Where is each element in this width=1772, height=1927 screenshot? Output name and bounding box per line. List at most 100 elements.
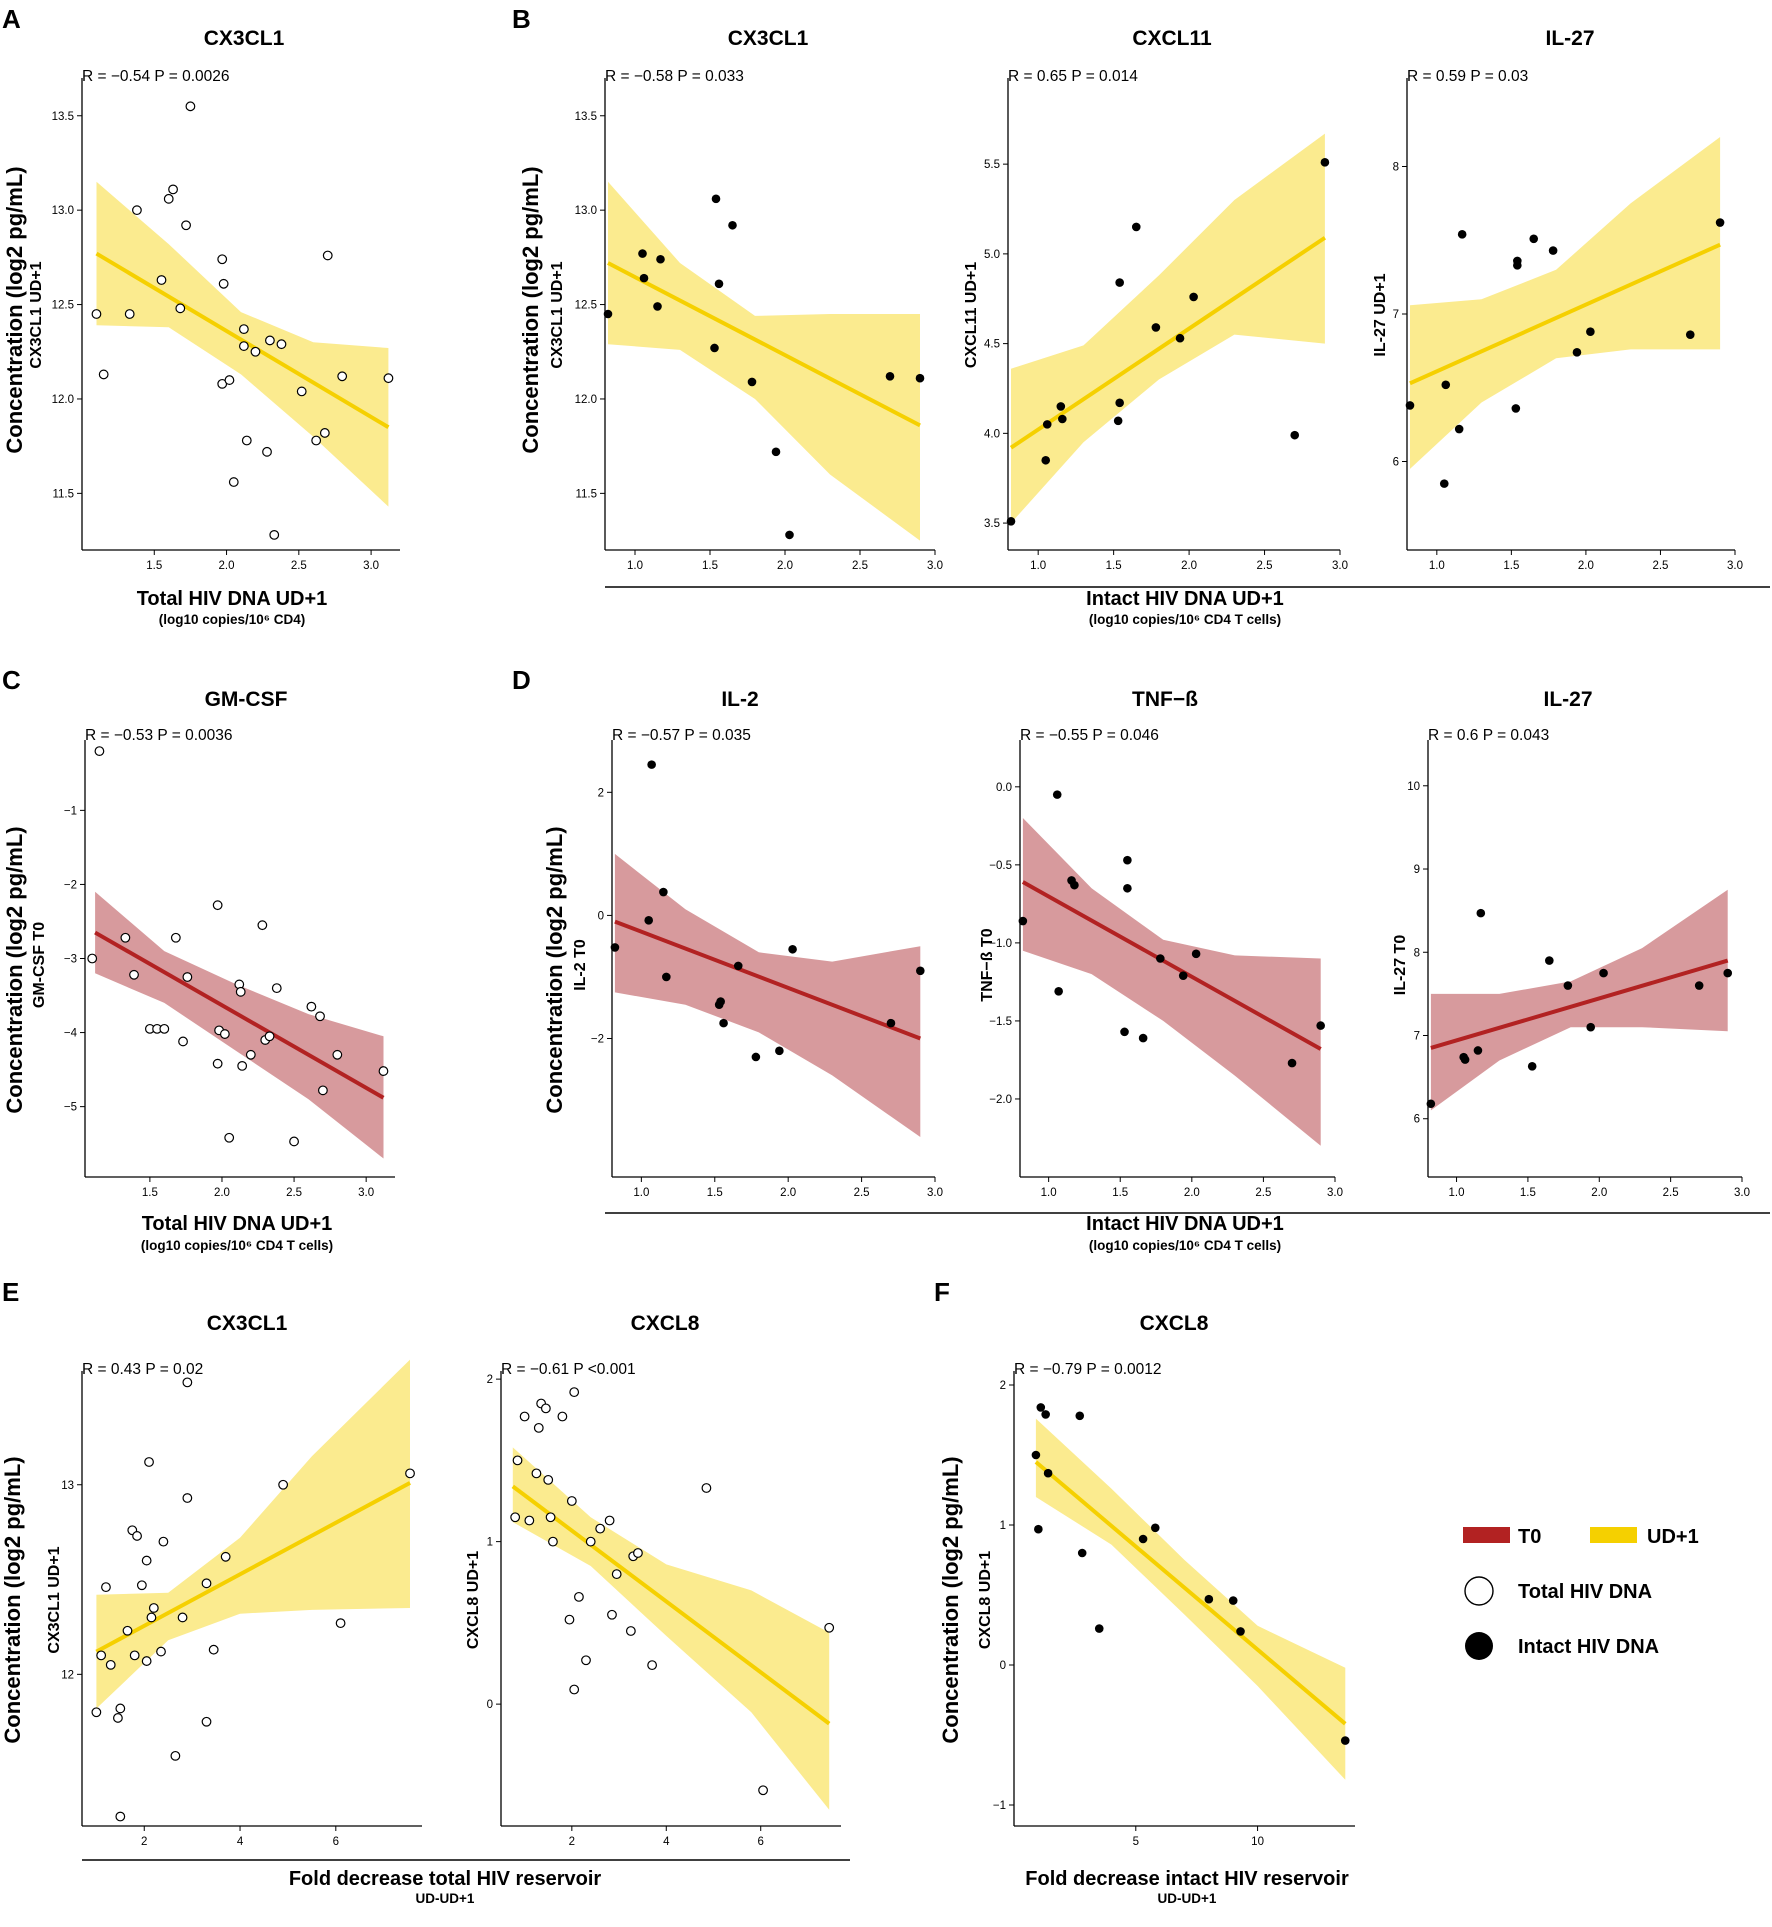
correlation-stats: R = −0.57 P = 0.035 — [612, 727, 751, 744]
data-point — [581, 1655, 591, 1666]
y-tick-label: 13.5 — [575, 111, 597, 123]
y-tick-label: −1 — [64, 805, 77, 817]
data-point — [1563, 981, 1573, 990]
chart-title: CXCL8 — [1140, 1312, 1209, 1335]
data-point — [1457, 230, 1467, 239]
data-point — [1715, 218, 1725, 227]
data-point — [1018, 916, 1028, 926]
y-axis-label: CXCL8 UD+1 — [977, 1551, 994, 1649]
data-point — [543, 1474, 554, 1485]
xlabel-sub-d: (log10 copies/10⁶ CD4 T cells) — [1089, 1238, 1281, 1253]
data-point — [771, 447, 781, 457]
data-point — [574, 1591, 584, 1602]
data-point — [276, 339, 287, 350]
data-point — [113, 1713, 123, 1723]
y-tick-label: 7 — [1393, 309, 1399, 321]
data-point — [540, 1403, 551, 1414]
data-point — [201, 1716, 212, 1727]
data-point — [94, 746, 105, 757]
data-point — [1320, 158, 1330, 167]
data-point — [1077, 1548, 1087, 1558]
regression-line — [95, 1481, 411, 1654]
data-point — [1034, 1524, 1043, 1534]
x-tick-label: 2.5 — [852, 560, 868, 572]
x-tick-label: 4 — [663, 1836, 670, 1848]
data-point — [257, 920, 268, 931]
data-point — [241, 435, 252, 446]
data-point — [1042, 420, 1052, 429]
y-tick-label: 0 — [487, 1699, 493, 1711]
data-point — [178, 1036, 188, 1047]
data-point — [182, 972, 193, 982]
data-point — [647, 760, 656, 769]
data-point — [1052, 790, 1062, 799]
data-point — [238, 324, 249, 335]
data-point — [1316, 1021, 1325, 1030]
data-point — [585, 1536, 596, 1547]
data-point — [788, 944, 797, 954]
data-point — [751, 1052, 761, 1062]
data-point — [201, 1578, 212, 1589]
xlabel-f: Fold decrease intact HIV reservoir — [1025, 1868, 1349, 1890]
data-point — [1054, 986, 1063, 996]
x-tick-label: 3.0 — [1332, 560, 1348, 572]
y-axis-label: IL-27 T0 — [1392, 935, 1409, 996]
data-point — [1175, 333, 1185, 343]
data-point — [1138, 1033, 1148, 1043]
data-point — [296, 386, 307, 397]
correlation-stats: R = −0.53 P = 0.0036 — [85, 727, 233, 744]
data-point — [337, 371, 348, 382]
data-point — [1572, 348, 1582, 357]
x-tick-label: 3.0 — [1727, 560, 1743, 572]
data-point — [607, 1609, 617, 1620]
data-point — [1115, 398, 1124, 408]
y-tick-label: 1 — [487, 1537, 493, 1549]
data-point — [1511, 404, 1521, 413]
data-point — [1131, 222, 1141, 232]
data-point — [545, 1512, 556, 1523]
data-point — [132, 1531, 142, 1541]
data-point — [91, 1707, 102, 1718]
chart-title: IL-27 — [1543, 688, 1592, 711]
xlabel-sub-f: UD-UD+1 — [1158, 1891, 1217, 1906]
xlabel-a: Total HIV DNA UD+1 — [137, 588, 328, 610]
y-tick-label: 0 — [598, 910, 604, 922]
data-point — [714, 279, 724, 289]
legend-label-t0: T0 — [1518, 1526, 1541, 1548]
x-tick-label: 1.0 — [627, 560, 643, 572]
data-point — [217, 254, 228, 265]
data-point — [604, 1515, 615, 1526]
x-tick-label: 2.0 — [780, 1187, 796, 1199]
data-point — [405, 1468, 415, 1479]
x-tick-label: 3.0 — [1734, 1187, 1750, 1199]
x-tick-label: 3.0 — [358, 1187, 374, 1199]
data-point — [1228, 1596, 1238, 1605]
y-tick-label: 8 — [1393, 162, 1399, 174]
data-point — [915, 373, 925, 383]
data-point — [1031, 1450, 1041, 1460]
data-point — [238, 341, 249, 351]
correlation-stats: R = −0.79 P = 0.0012 — [1014, 1361, 1162, 1378]
y-tick-label: 12 — [61, 1669, 74, 1681]
data-point — [141, 1656, 152, 1666]
legend-swatch-ud — [1590, 1527, 1637, 1543]
data-point — [170, 1750, 181, 1761]
y-tick-label: 12.5 — [575, 300, 597, 312]
data-point — [1123, 883, 1132, 893]
xlabel-c: Total HIV DNA UD+1 — [142, 1213, 333, 1235]
data-point — [1454, 424, 1464, 434]
y-tick-label: 2 — [487, 1374, 493, 1386]
chart-d-il27: 1.0 1.5 2.0 2.5 3.0 6 7 8 9 10 IL-27 R = 0.6 P = 0.… — [1392, 688, 1750, 1199]
x-tick-label: 3.0 — [363, 560, 379, 572]
x-tick-label: 2.5 — [1257, 560, 1273, 572]
legend-label-intact: Intact HIV DNA — [1518, 1636, 1659, 1658]
confidence-band — [95, 891, 384, 1159]
legend-swatch-t0 — [1463, 1527, 1510, 1543]
xlabel-sub-e: UD-UD+1 — [416, 1891, 475, 1906]
data-point — [1439, 479, 1449, 488]
data-point — [91, 309, 102, 319]
data-point — [1191, 949, 1201, 959]
xlabel-sub-c: (log10 copies/10⁶ CD4 T cells) — [141, 1238, 333, 1253]
y-tick-label: −3 — [64, 954, 77, 966]
